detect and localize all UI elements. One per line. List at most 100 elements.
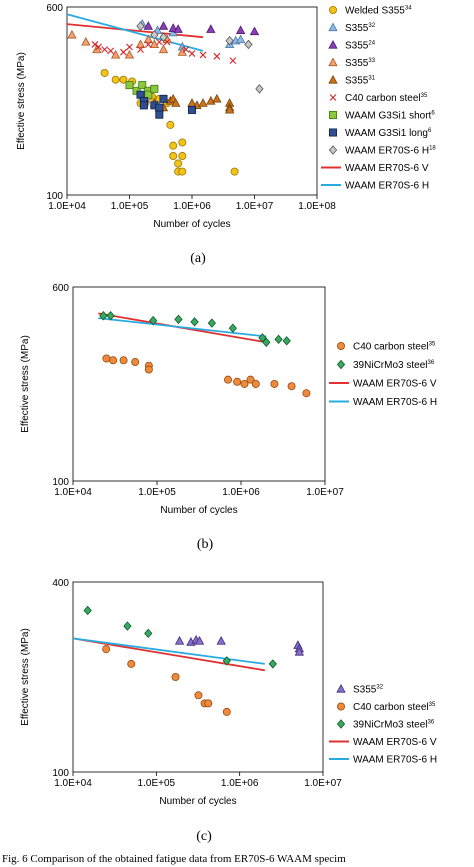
- legend-reference: 35: [429, 342, 436, 348]
- data-point: [230, 167, 239, 176]
- y-tick-label: 100: [52, 768, 69, 779]
- data-point: [198, 98, 208, 107]
- panel-c-chart: 1.0E+04 1.0E+05 1.0E+06 1.0E+07 100 400 Number…: [20, 578, 437, 844]
- legend-label: 39NiCrMo3 steel36: [353, 360, 435, 371]
- legend-reference: 24: [368, 41, 375, 47]
- legend-label: S35532: [345, 23, 376, 34]
- data-point: [131, 358, 140, 367]
- data-point: [159, 32, 168, 42]
- data-point: [274, 334, 283, 345]
- data-point: [91, 41, 99, 48]
- legend-label: Welded S35534: [345, 6, 412, 17]
- data-point: [262, 337, 271, 348]
- data-point: [135, 39, 146, 49]
- data-point: [216, 636, 226, 645]
- data-point-stroke-2: [144, 41, 152, 48]
- data-point: [143, 34, 153, 44]
- data-point: [168, 23, 178, 32]
- legend: C40 carbon steel35 39NiCrMo3 steel36 WAAM …: [329, 342, 437, 408]
- x-tick-label: 1.0E+06: [221, 778, 259, 789]
- y-tick-label: 600: [52, 283, 69, 294]
- x-tick-label: 1.0E+08: [298, 201, 336, 212]
- data-point: [166, 120, 175, 129]
- scatter-series: [83, 605, 277, 669]
- legend-label: WAAM ER70S-6 H: [345, 181, 429, 192]
- legend-reference: 34: [405, 6, 412, 12]
- legend-label: WAAM ER70S-6 H18: [345, 146, 436, 157]
- series-line: [66, 13, 204, 52]
- data-point: [255, 84, 264, 94]
- panel-label: (c): [196, 829, 212, 844]
- data-point: [139, 101, 148, 110]
- legend-marker: [336, 719, 346, 729]
- legend-reference: 36: [427, 360, 434, 366]
- legend-marker: [328, 128, 337, 137]
- data-point: [124, 49, 135, 59]
- panel-label: (b): [197, 537, 214, 552]
- data-point: [143, 21, 153, 30]
- data-point-stroke-2: [199, 51, 207, 59]
- data-point: [144, 628, 153, 639]
- data-point: [174, 159, 183, 168]
- scatter-series: [99, 311, 291, 348]
- x-axis-label: Number of cycles: [159, 796, 236, 807]
- legend-marker: [336, 702, 345, 711]
- legend-reference: 35: [429, 702, 436, 708]
- data-point: [287, 382, 296, 391]
- data-point: [171, 673, 180, 682]
- legend-label: S35532: [353, 685, 384, 696]
- data-point: [199, 51, 207, 59]
- panel-b-chart: 1.0E+04 1.0E+05 1.0E+06 1.0E+07 100 600 Number…: [20, 283, 437, 552]
- data-point: [204, 699, 213, 708]
- data-point: [127, 659, 136, 668]
- legend-label: WAAM ER70S-6 H: [353, 755, 437, 766]
- scatter-series: [91, 38, 237, 64]
- data-point: [101, 46, 109, 53]
- y-axis-label: Effective stress (MPa): [16, 52, 27, 150]
- data-point: [225, 36, 234, 46]
- data-point: [229, 57, 237, 64]
- plot-area-frame: [72, 581, 324, 773]
- data-point: [268, 659, 277, 669]
- legend-label: S35533: [345, 58, 376, 69]
- legend-label: C40 carbon steel35: [353, 702, 436, 713]
- data-point: [282, 336, 291, 346]
- data-point-stroke-2: [213, 52, 221, 60]
- panel-label: (a): [190, 251, 206, 266]
- data-point: [102, 354, 111, 363]
- legend-marker: [328, 39, 338, 49]
- data-point: [99, 311, 108, 321]
- scatter-series: [102, 354, 311, 398]
- data-point: [169, 141, 178, 150]
- data-point: [302, 389, 311, 398]
- data-point-stroke-2: [101, 46, 109, 53]
- y-axis-label: Effective stress (MPa): [20, 628, 31, 726]
- panel-a-chart: 1.0E+04 1.0E+05 1.0E+06 1.0E+07 1.0E+08 100 60…: [16, 3, 436, 266]
- x-tick-label: 1.0E+04: [48, 201, 86, 212]
- data-point: [178, 167, 187, 176]
- scatter-series: [67, 29, 187, 59]
- series-line: [98, 317, 267, 338]
- legend-marker: [328, 111, 337, 120]
- x-tick-label: 1.0E+05: [138, 778, 176, 789]
- data-point: [235, 34, 246, 44]
- legend-marker: [328, 74, 338, 84]
- legend-reference: 32: [376, 685, 383, 691]
- data-point: [188, 50, 196, 57]
- data-point: [144, 41, 152, 48]
- data-point-stroke-2: [91, 41, 99, 48]
- legend-label: WAAM G3Si1 long6: [345, 128, 432, 139]
- data-point-stroke-2: [229, 57, 237, 64]
- data-point: [110, 49, 121, 59]
- data-point: [244, 39, 253, 50]
- data-point: [178, 152, 187, 161]
- series-line: [72, 637, 265, 672]
- data-point: [240, 379, 249, 388]
- data-point-stroke-2: [95, 43, 102, 51]
- x-tick-label: 1.0E+06: [222, 487, 260, 498]
- data-point: [83, 605, 92, 616]
- data-point: [144, 365, 153, 374]
- data-point: [233, 377, 242, 386]
- data-point: [123, 621, 132, 631]
- data-point: [294, 646, 305, 656]
